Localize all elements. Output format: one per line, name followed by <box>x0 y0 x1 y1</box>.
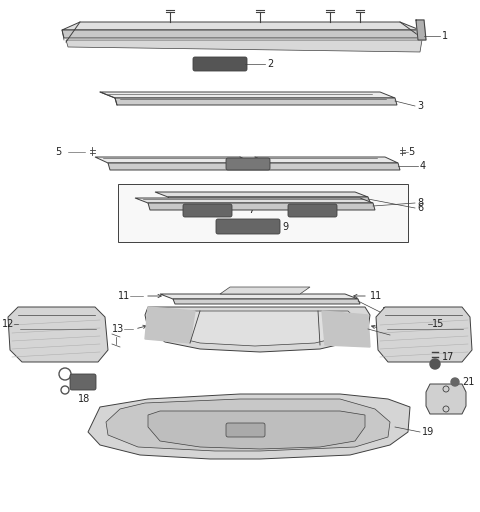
Polygon shape <box>173 299 360 304</box>
Polygon shape <box>145 307 370 352</box>
FancyBboxPatch shape <box>70 374 96 390</box>
FancyBboxPatch shape <box>226 423 265 437</box>
FancyBboxPatch shape <box>288 204 337 217</box>
Text: 11: 11 <box>118 291 130 301</box>
Polygon shape <box>376 307 472 362</box>
Text: 19: 19 <box>422 427 434 437</box>
Polygon shape <box>106 399 390 451</box>
Polygon shape <box>148 203 375 210</box>
Polygon shape <box>66 40 422 52</box>
Polygon shape <box>8 307 108 362</box>
Text: 6: 6 <box>417 203 423 213</box>
FancyBboxPatch shape <box>216 219 280 234</box>
Text: 7: 7 <box>248 205 254 215</box>
Polygon shape <box>100 92 395 98</box>
FancyBboxPatch shape <box>183 204 232 217</box>
Polygon shape <box>88 394 410 459</box>
Polygon shape <box>62 30 422 38</box>
Text: 5: 5 <box>408 147 414 157</box>
Circle shape <box>430 359 440 369</box>
Text: 9: 9 <box>282 222 288 232</box>
Text: 20: 20 <box>430 399 443 409</box>
Polygon shape <box>145 307 195 343</box>
Text: 4: 4 <box>420 161 426 171</box>
Polygon shape <box>148 411 365 449</box>
FancyBboxPatch shape <box>193 57 247 71</box>
Polygon shape <box>220 287 310 294</box>
Text: 18: 18 <box>78 394 90 404</box>
Text: 11: 11 <box>370 291 382 301</box>
Text: 2: 2 <box>267 59 273 69</box>
Text: 13: 13 <box>384 324 396 334</box>
Text: 17: 17 <box>442 352 455 362</box>
Polygon shape <box>135 198 373 203</box>
Text: 1: 1 <box>442 31 448 41</box>
FancyBboxPatch shape <box>226 158 270 170</box>
Polygon shape <box>426 384 466 414</box>
Polygon shape <box>168 197 370 202</box>
Polygon shape <box>240 157 268 163</box>
Polygon shape <box>322 311 370 347</box>
Polygon shape <box>155 192 368 197</box>
Text: 21: 21 <box>462 377 474 387</box>
Text: 15: 15 <box>432 319 444 329</box>
Polygon shape <box>163 311 354 346</box>
Polygon shape <box>95 157 253 163</box>
Polygon shape <box>416 20 426 40</box>
Polygon shape <box>62 22 420 30</box>
Text: 12: 12 <box>2 319 14 329</box>
Polygon shape <box>115 98 397 105</box>
Text: 3: 3 <box>417 101 423 111</box>
Text: 14: 14 <box>245 320 257 330</box>
Polygon shape <box>108 163 400 170</box>
Text: 8: 8 <box>417 198 423 208</box>
Text: 5: 5 <box>55 147 61 157</box>
Circle shape <box>451 378 459 386</box>
Text: 13: 13 <box>112 324 124 334</box>
Bar <box>118 184 408 242</box>
Text: 10: 10 <box>382 307 394 317</box>
Polygon shape <box>160 294 358 299</box>
Text: 16: 16 <box>392 330 404 340</box>
Polygon shape <box>255 157 398 163</box>
